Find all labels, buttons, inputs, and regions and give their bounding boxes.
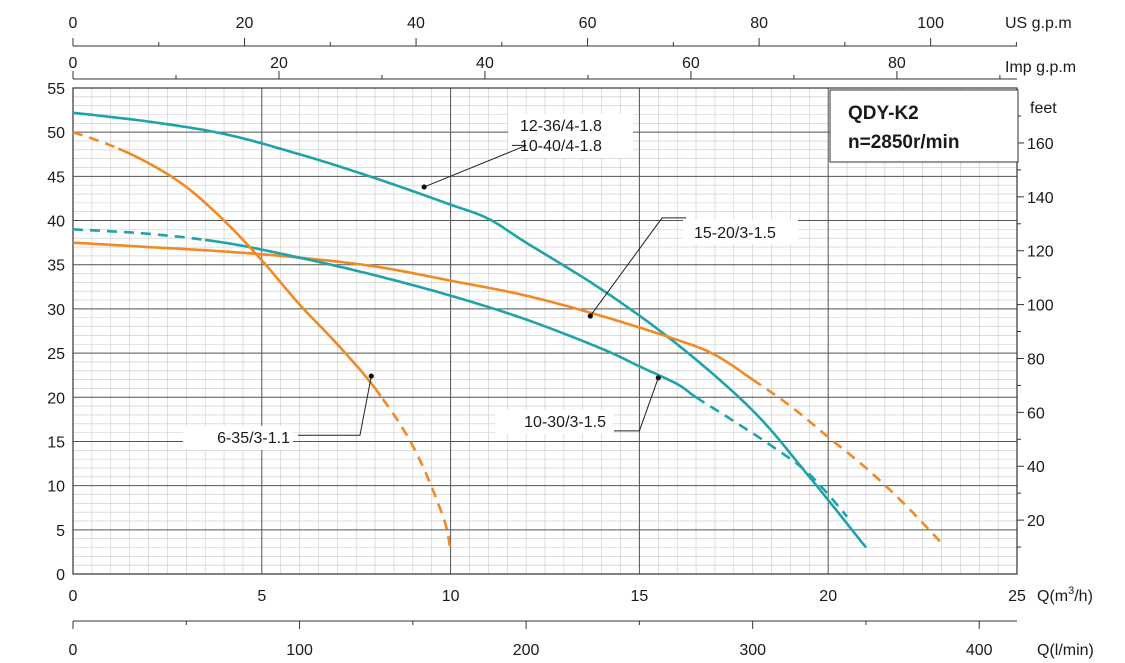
q-m3h-unit-end: /h) [1074,588,1093,605]
imp-gpm-tick-label: 60 [682,55,700,72]
imp-gpm-tick-label: 80 [888,55,906,72]
annotation-label: 15-20/3-1.5 [694,225,776,242]
l-min-tick-label: 0 [69,642,78,659]
annotation-dot [421,184,427,190]
pump-curves [72,111,943,553]
y-tick-label: 35 [47,258,65,275]
feet-tick-label: 20 [1027,513,1045,530]
annotation-label: 10-30/3-1.5 [524,414,606,431]
q-m3h-unit-base: Q(m [1037,588,1068,605]
x-tick-label: 25 [1008,588,1026,605]
feet-tick-label: 40 [1027,459,1045,476]
l-min-tick-label: 400 [966,642,993,659]
curve-solid-0 [72,111,868,549]
imp-gpm-unit-label: Imp g.p.m [1005,59,1076,76]
chart-subtitle: n=2850r/min [848,132,959,153]
curve-solid-3 [117,147,382,397]
annotation-bg [495,410,613,434]
l-min-tick-label: 300 [739,642,766,659]
q-m3h-unit-sup: 3 [1068,585,1074,597]
y-tick-label: 25 [47,346,65,363]
annotation-label: 12-36/4-1.8 [520,118,602,135]
y-tick-label: 20 [47,390,65,407]
x-tick-label: 10 [442,588,460,605]
curve-solid-1 [72,241,754,381]
imp-gpm-tick-label: 0 [69,55,78,72]
feet-tick-label: 140 [1027,190,1054,207]
curve-dashed-start-3 [72,130,119,150]
annotation-label-2: 10-40/4-1.8 [520,138,602,155]
chart-title: QDY-K2 [848,103,919,124]
x-tick-label: 0 [69,588,78,605]
l-min-tick-label: 100 [286,642,313,659]
annotation-dot [368,373,374,379]
us-gpm-tick-label: 80 [750,15,768,32]
q-m3h-unit-label: Q(m3/h) [1037,585,1093,605]
feet-unit-label: feet [1030,100,1057,117]
x-tick-label: 15 [631,588,649,605]
x-tick-label: 5 [257,588,266,605]
annotation-leader [589,217,686,317]
y-tick-label: 45 [47,169,65,186]
imp-gpm-tick-label: 40 [476,55,494,72]
y-tick-label: 10 [47,479,65,496]
annotation-bg [508,114,633,158]
us-gpm-tick-label: 60 [579,15,597,32]
us-gpm-tick-label: 0 [69,15,78,32]
feet-tick-label: 160 [1027,136,1054,153]
us-gpm-tick-label: 100 [917,15,944,32]
annotation-bg [683,220,798,244]
annotation-leader [614,377,659,432]
y-tick-label: 55 [47,81,65,98]
us-gpm-tick-label: 20 [236,15,254,32]
q-lmin-unit-label: Q(l/min) [1037,642,1094,659]
axes: 0510152025303540455055204060801001201401… [47,15,1054,659]
curve-dashed-end-3 [381,398,452,553]
us-gpm-unit-label: US g.p.m [1005,15,1072,32]
imp-gpm-tick-label: 20 [270,55,288,72]
annotation-label: 6-35/3-1.1 [217,430,290,447]
curve-solid-2 [205,238,697,399]
curve-dashed-start-2 [72,228,206,242]
annotation-leader [423,144,527,188]
x-tick-label: 20 [819,588,837,605]
y-tick-label: 50 [47,125,65,142]
y-tick-label: 5 [56,523,65,540]
us-gpm-tick-label: 40 [407,15,425,32]
feet-tick-label: 100 [1027,298,1054,315]
annotation-leader [298,375,372,436]
y-tick-label: 0 [56,567,65,584]
curve-annotations: 12-36/4-1.8 10-40/4-1.8 15-20/3-1.5 10-30/3… [183,114,798,450]
y-tick-label: 40 [47,214,65,231]
feet-tick-label: 120 [1027,244,1054,261]
annotation-dot [655,375,661,381]
title-box [829,89,1019,163]
curve-dashed-end-2 [695,396,849,518]
feet-tick-label: 60 [1027,405,1045,422]
minor-gridlines [72,87,1018,575]
annotation-dot [587,313,593,319]
feet-tick-label: 80 [1027,351,1045,368]
y-tick-label: 30 [47,302,65,319]
plot-frame [72,87,1018,575]
annotation-bg [183,426,293,450]
curve-dashed-end-1 [751,378,943,545]
l-min-tick-label: 200 [513,642,540,659]
y-tick-label: 15 [47,434,65,451]
